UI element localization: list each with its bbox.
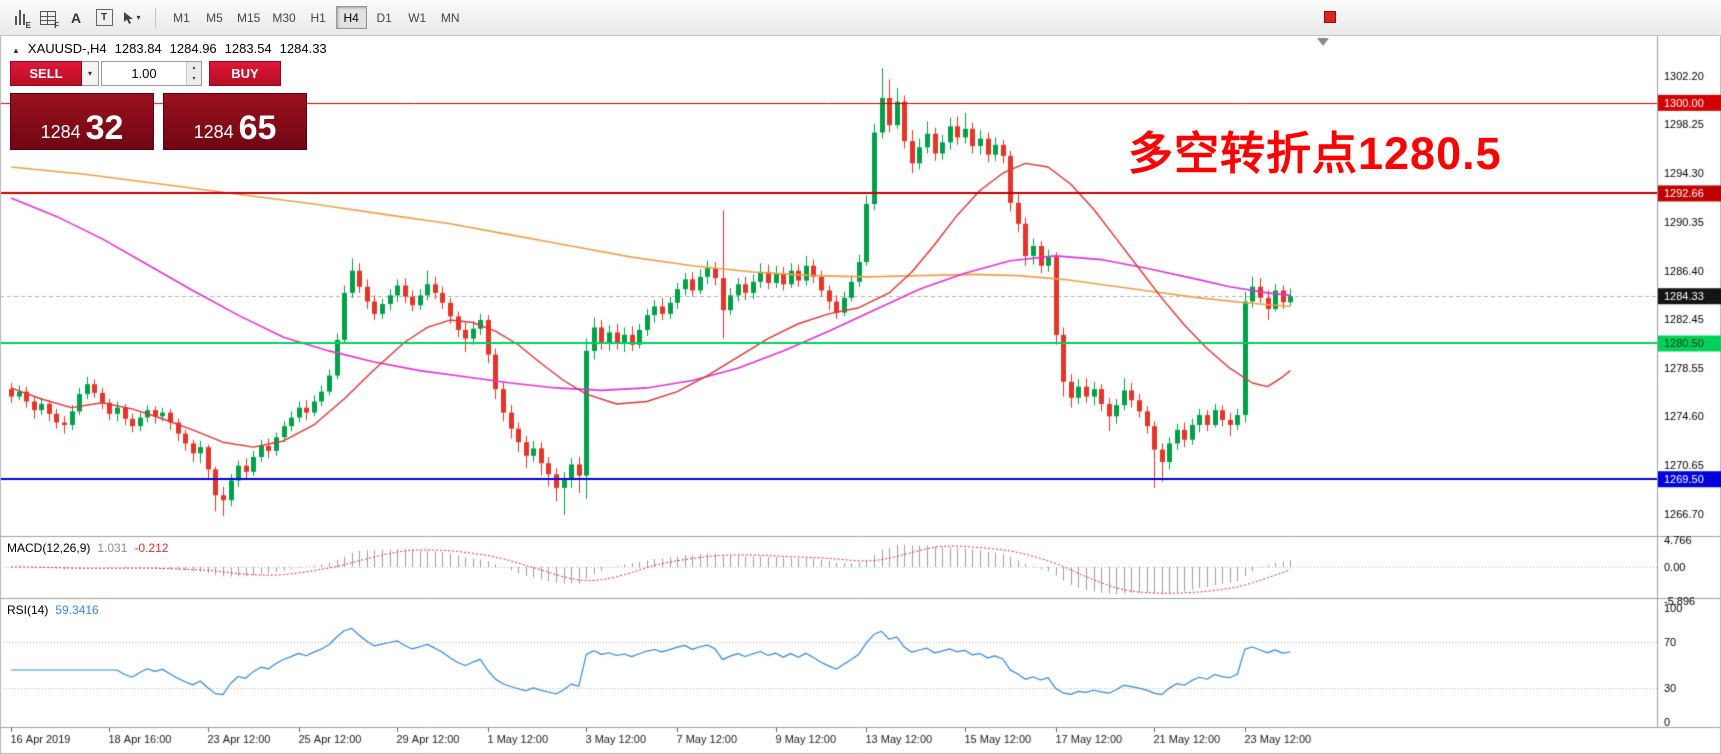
auto-arrange-icon[interactable]: A [63, 5, 89, 31]
macd-signal-value: -0.212 [134, 541, 169, 555]
volume-field: ▴ ▾ [101, 61, 202, 86]
bar-chart-type-icon[interactable]: E [7, 5, 33, 31]
bars-glyph [14, 10, 26, 25]
grid-glyph [40, 10, 56, 25]
marker-icon: ▲ [12, 46, 20, 55]
toolbar-right-icon[interactable] [1317, 4, 1343, 30]
rsi-label: RSI(14) [7, 603, 49, 617]
symbol-label: XAUUSD-,H4 [27, 41, 107, 56]
cursor-tool-icon[interactable]: ▾ [119, 5, 145, 31]
bid-pip-digits: 32 [85, 109, 124, 147]
timeframe-mn[interactable]: MN [435, 6, 466, 29]
chart-header: ▲ XAUUSD-,H4 1283.84 1284.96 1283.54 128… [12, 41, 327, 56]
bid-price-box[interactable]: 1284 32 [10, 93, 154, 150]
timeframe-m30[interactable]: M30 [267, 6, 300, 29]
volume-increase-button[interactable]: ▴ [186, 62, 201, 74]
ask-main-digits: 1284 [193, 122, 234, 142]
macd-label: MACD(12,26,9) [7, 541, 91, 555]
icon-sub-e: E [25, 20, 31, 30]
cursor-glyph [124, 11, 134, 24]
chevron-down-icon: ▾ [136, 13, 141, 22]
bid-main-digits: 1284 [40, 122, 81, 142]
ask-pip-digits: 65 [238, 109, 277, 147]
rsi-value: 59.3416 [55, 603, 99, 617]
rsi-pane-label: RSI(14) 59.3416 [7, 603, 99, 617]
ask-price-box[interactable]: 1284 65 [163, 93, 307, 150]
timeframe-m1[interactable]: M1 [166, 6, 197, 29]
red-square-glyph [1324, 11, 1336, 23]
low-value: 1283.54 [224, 41, 272, 56]
volume-decrease-button[interactable]: ▾ [186, 73, 201, 85]
toolbar-separator [155, 7, 156, 28]
timeframe-h1[interactable]: H1 [303, 6, 334, 29]
annotation-text: 多空转折点1280.5 [1128, 128, 1502, 179]
toolbar: E F A T ▾ M1 M5 M15 M30 H1 H4 D1 W1 MN [0, 0, 1721, 36]
macd-main-value: 1.031 [97, 541, 128, 555]
timeframe-d1[interactable]: D1 [369, 6, 400, 29]
timeframe-h4[interactable]: H4 [335, 6, 367, 29]
high-value: 1284.96 [169, 41, 217, 56]
buy-button[interactable]: BUY [209, 61, 281, 86]
open-value: 1283.84 [114, 41, 162, 56]
timeframe-w1[interactable]: W1 [402, 6, 433, 29]
volume-dropdown-button[interactable]: ▾ [82, 61, 99, 86]
text-tool-glyph: T [95, 9, 113, 26]
timeframe-m15[interactable]: M15 [232, 6, 265, 29]
one-click-trading-panel: SELL ▾ ▴ ▾ BUY 1284 32 1284 65 [10, 61, 307, 150]
close-value: 1284.33 [279, 41, 327, 56]
icon-sub-f: F [54, 20, 59, 30]
text-tool-icon[interactable]: T [91, 5, 117, 31]
volume-spinner: ▴ ▾ [186, 62, 201, 85]
timeframe-m5[interactable]: M5 [199, 6, 230, 29]
macd-pane-label: MACD(12,26,9) 1.031 -0.212 [7, 541, 168, 555]
volume-input[interactable] [102, 62, 186, 85]
grid-icon[interactable]: F [35, 5, 61, 31]
sell-button[interactable]: SELL [10, 61, 82, 86]
